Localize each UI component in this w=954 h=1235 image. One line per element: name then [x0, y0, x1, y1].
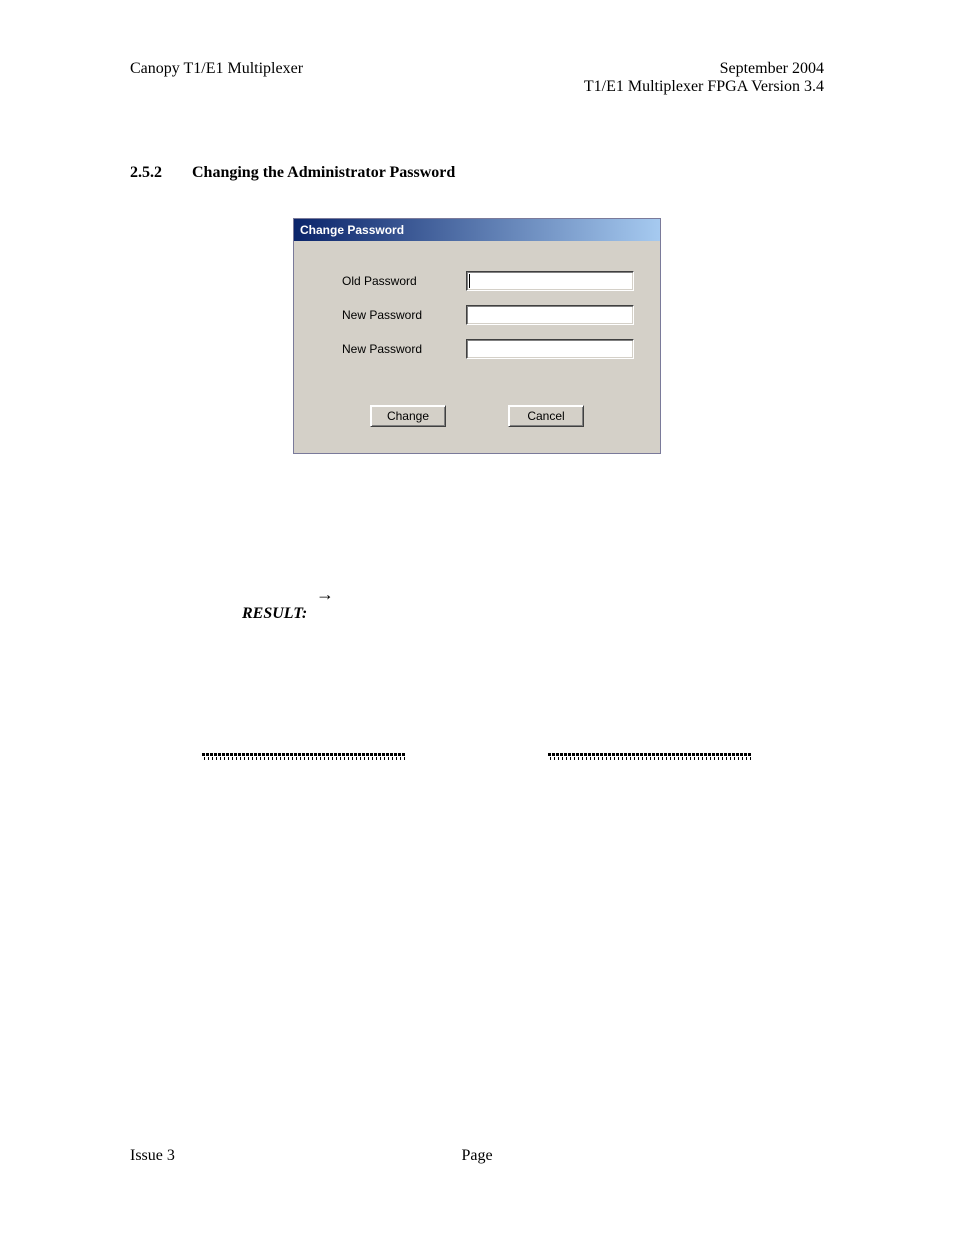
section-title: Changing the Administrator Password [192, 164, 455, 182]
dialog-button-row: Change Cancel [314, 405, 640, 427]
dialog-body: Old Password New Password New Password C… [294, 241, 660, 453]
change-password-dialog: Change Password Old Password New Passwor… [293, 218, 661, 454]
new-password-row-1: New Password [314, 305, 640, 325]
header-version: T1/E1 Multiplexer FPGA Version 3.4 [584, 78, 824, 96]
cancel-button[interactable]: Cancel [508, 405, 584, 427]
section-number: 2.5.2 [130, 164, 192, 182]
old-password-input[interactable] [466, 271, 634, 291]
section-heading: 2.5.2 Changing the Administrator Passwor… [130, 164, 824, 182]
result-block: → RESULT: [242, 584, 824, 623]
text-caret [469, 274, 470, 288]
header-right: September 2004 T1/E1 Multiplexer FPGA Ve… [584, 60, 824, 96]
new-password-input-1[interactable] [466, 305, 634, 325]
page-footer: Issue 3 Page [130, 1147, 824, 1165]
header-date: September 2004 [584, 60, 824, 78]
document-page: Canopy T1/E1 Multiplexer September 2004 … [0, 0, 954, 1235]
arrow-icon: → [316, 584, 824, 605]
divider-right [548, 753, 752, 761]
result-label: RESULT: [242, 605, 824, 623]
old-password-label: Old Password [314, 274, 466, 288]
footer-issue: Issue 3 [130, 1147, 175, 1165]
header-left: Canopy T1/E1 Multiplexer [130, 60, 303, 78]
change-button[interactable]: Change [370, 405, 446, 427]
new-password-input-2[interactable] [466, 339, 634, 359]
dialog-titlebar[interactable]: Change Password [294, 219, 660, 241]
new-password-label-2: New Password [314, 342, 466, 356]
new-password-row-2: New Password [314, 339, 640, 359]
divider-left [202, 753, 406, 761]
old-password-row: Old Password [314, 271, 640, 291]
new-password-label-1: New Password [314, 308, 466, 322]
page-header: Canopy T1/E1 Multiplexer September 2004 … [130, 60, 824, 96]
divider-row [130, 753, 824, 761]
dialog-title: Change Password [300, 223, 404, 237]
dialog-container: Change Password Old Password New Passwor… [130, 218, 824, 454]
footer-page: Page [461, 1147, 492, 1165]
